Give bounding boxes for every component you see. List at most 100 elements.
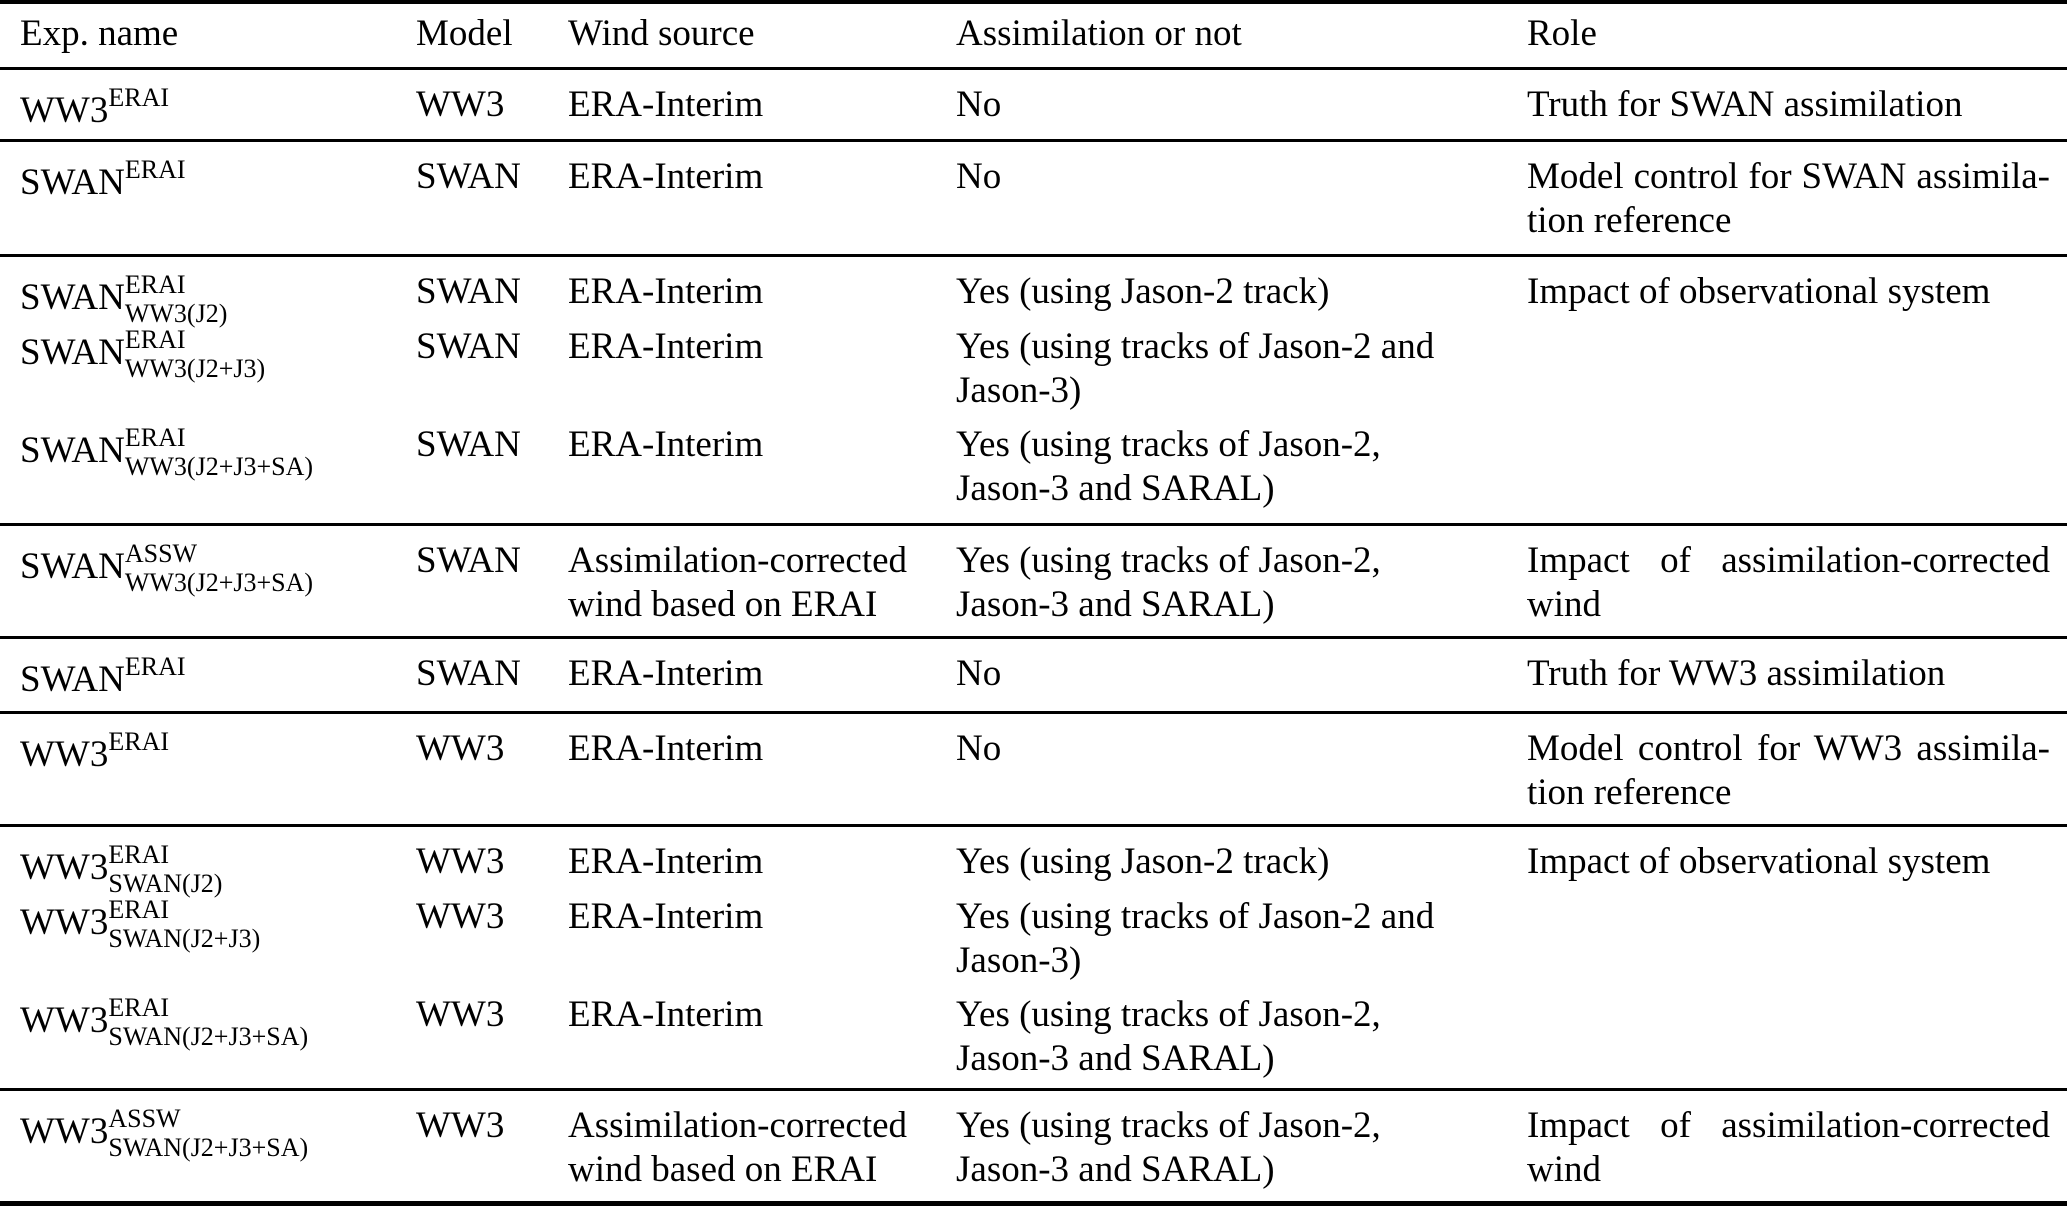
exp-superscript: ERAI — [124, 270, 186, 299]
cell-assimilation: Yes (using Jason-2 track) — [956, 271, 1330, 312]
cell-line: Jason-3) — [956, 370, 1082, 411]
exp-base-label: SWAN — [20, 546, 125, 587]
cell-assimilation: Yes (using tracks of Jason-2 and Jason-3) — [956, 325, 1527, 423]
table-row: SWAN ERAI WW3(J2) SWAN ERA-Interim Yes (using… — [0, 270, 2067, 328]
exp-superscript: ERAI — [108, 895, 170, 924]
cell-assimilation: Yes (using tracks of Jason-2, Jason-3 and… — [956, 993, 1527, 1089]
table-row: WW3ERAI WW3 ERA-Interim No Model control for… — [0, 727, 2067, 815]
table-group: WW3 ASSW SWAN(J2+J3+SA) WW3 Assimilation-cor… — [0, 1088, 2067, 1201]
cell-role: Truth for SWAN assimilation — [1527, 84, 1963, 125]
cell-line: Impact of assimilation-corrected — [1527, 1105, 2050, 1146]
cell-wind-source: ERA-Interim — [568, 841, 764, 882]
cell-exp-name: SWANERAI — [0, 155, 416, 243]
exp-script-stack: ERAI SWAN(J2+J3) — [108, 895, 260, 953]
table-row: SWAN ASSW WW3(J2+J3+SA) SWAN Assimilation-co… — [0, 539, 2067, 627]
cell-assimilation: Yes (using Jason-2 track) — [956, 841, 1330, 882]
exp-superscript: ASSW — [108, 1104, 181, 1133]
exp-subscript: SWAN(J2+J3) — [108, 924, 261, 953]
cell-line: wind based on ERAI — [568, 1149, 878, 1190]
exp-superscript: ERAI — [124, 325, 186, 354]
table-row: SWANERAI SWAN ERA-Interim No Model control f… — [0, 155, 2067, 243]
cell-exp-name: SWAN ERAI WW3(J2) — [0, 270, 416, 328]
cell-wind-source: ERA-Interim — [568, 156, 764, 197]
table-row: SWAN ERAI WW3(J2+J3) SWAN ERA-Interim Yes (us… — [0, 325, 2067, 423]
cell-line: Jason-3 and SARAL) — [956, 1149, 1275, 1190]
cell-wind-source: ERA-Interim — [568, 326, 764, 367]
cell-line: Yes (using tracks of Jason-2, — [956, 424, 1381, 465]
table-row: WW3 ERAI SWAN(J2) WW3 ERA-Interim Yes (using … — [0, 840, 2067, 898]
cell-line: Yes (using tracks of Jason-2, — [956, 1105, 1381, 1146]
table-header: Exp. name Model Wind source Assimilation… — [0, 4, 2067, 67]
cell-role: Impact of assimilation-corrected wind — [1527, 539, 2067, 627]
cell-line: Yes (using tracks of Jason-2 and — [956, 326, 1435, 367]
table-row: WW3 ERAI SWAN(J2+J3) WW3 ERA-Interim Yes (usi… — [0, 895, 2067, 993]
table-group: WW3 ERAI SWAN(J2) WW3 ERA-Interim Yes (using … — [0, 824, 2067, 1088]
cell-line: Yes (using tracks of Jason-2, — [956, 994, 1381, 1035]
exp-script-stack: ERAI SWAN(J2) — [108, 840, 222, 898]
cell-exp-name: SWAN ASSW WW3(J2+J3+SA) — [0, 539, 416, 627]
cell-exp-name: WW3 ERAI SWAN(J2+J3+SA) — [0, 993, 416, 1089]
col-header-wind-source: Wind source — [568, 13, 755, 54]
exp-base-label: WW3 — [20, 734, 109, 775]
cell-exp-name: WW3 ERAI SWAN(J2+J3) — [0, 895, 416, 993]
cell-line: tion reference — [1527, 772, 1732, 813]
cell-line: Jason-3 and SARAL) — [956, 1038, 1275, 1079]
cell-assimilation: Yes (using tracks of Jason-2 and Jason-3) — [956, 895, 1527, 993]
table-group: SWANERAI SWAN ERA-Interim No Model control f… — [0, 139, 2067, 254]
exp-base-label: WW3 — [20, 90, 109, 131]
cell-wind-source: ERA-Interim — [568, 896, 764, 937]
exp-base-label: SWAN — [20, 430, 125, 471]
cell-model: WW3 — [416, 896, 505, 937]
table-group: WW3ERAI WW3 ERA-Interim No Model control for… — [0, 711, 2067, 824]
cell-role — [1527, 993, 2067, 1089]
exp-script-stack: ASSW WW3(J2+J3+SA) — [125, 539, 313, 597]
exp-subscript: SWAN(J2+J3+SA) — [108, 1133, 309, 1162]
cell-role — [1527, 895, 2067, 993]
cell-role: Model control for SWAN assimila-tion ref… — [1527, 155, 2067, 243]
exp-base-label: SWAN — [20, 332, 125, 373]
cell-role: Impact of observational system — [1527, 841, 1991, 882]
exp-base-label: WW3 — [20, 847, 109, 888]
table-group: SWAN ASSW WW3(J2+J3+SA) SWAN Assimilation-co… — [0, 523, 2067, 636]
cell-exp-name: WW3ERAI — [0, 83, 416, 133]
cell-model: SWAN — [416, 156, 521, 197]
cell-line: Impact of assimilation-corrected — [1527, 540, 2050, 581]
cell-line: Jason-3 and SARAL) — [956, 468, 1275, 509]
cell-wind-source: Assimilation-corrected wind based on ERAI — [568, 1104, 956, 1192]
cell-line: Jason-3 and SARAL) — [956, 584, 1275, 625]
cell-exp-name: SWAN ERAI WW3(J2+J3+SA) — [0, 423, 416, 519]
exp-base-label: WW3 — [20, 902, 109, 943]
exp-subscript: WW3(J2+J3+SA) — [124, 452, 314, 481]
cell-line: Yes (using tracks of Jason-2 and — [956, 896, 1435, 937]
table-body: WW3ERAI WW3 ERA-Interim No Truth for SWAN as… — [0, 67, 2067, 1201]
table-row: WW3 ERAI SWAN(J2+J3+SA) WW3 ERA-Interim Yes (… — [0, 993, 2067, 1089]
exp-superscript: ASSW — [124, 539, 198, 568]
cell-model: WW3 — [416, 84, 505, 125]
col-header-model: Model — [416, 13, 513, 54]
exp-base-label: SWAN — [20, 659, 125, 700]
exp-superscript: ERAI — [124, 652, 186, 681]
cell-role: Model control for WW3 assimila-tion refe… — [1527, 727, 2067, 815]
col-header-exp-name: Exp. name — [20, 13, 179, 54]
cell-wind-source: ERA-Interim — [568, 653, 764, 694]
cell-role — [1527, 423, 2067, 519]
exp-script-stack: ERAI WW3(J2+J3) — [125, 325, 265, 383]
table-row: SWANERAI SWAN ERA-Interim No Truth for WW3 a… — [0, 652, 2067, 702]
cell-assimilation: No — [956, 728, 1002, 769]
cell-line: wind — [1527, 584, 1601, 625]
cell-role — [1527, 325, 2067, 423]
exp-subscript: WW3(J2+J3+SA) — [124, 568, 314, 597]
cell-wind-source: ERA-Interim — [568, 84, 764, 125]
exp-base-label: SWAN — [20, 277, 125, 318]
cell-line: Jason-3) — [956, 940, 1082, 981]
exp-base-label: WW3 — [20, 1111, 109, 1152]
cell-model: WW3 — [416, 841, 505, 882]
cell-assimilation: Yes (using tracks of Jason-2, Jason-3 and… — [956, 1104, 1527, 1192]
cell-model: WW3 — [416, 728, 505, 769]
cell-line: Assimilation-corrected — [568, 540, 908, 581]
exp-superscript: ERAI — [124, 423, 186, 452]
cell-exp-name: WW3ERAI — [0, 727, 416, 815]
exp-superscript: ERAI — [108, 993, 170, 1022]
cell-role: Impact of observational system — [1527, 271, 1991, 312]
